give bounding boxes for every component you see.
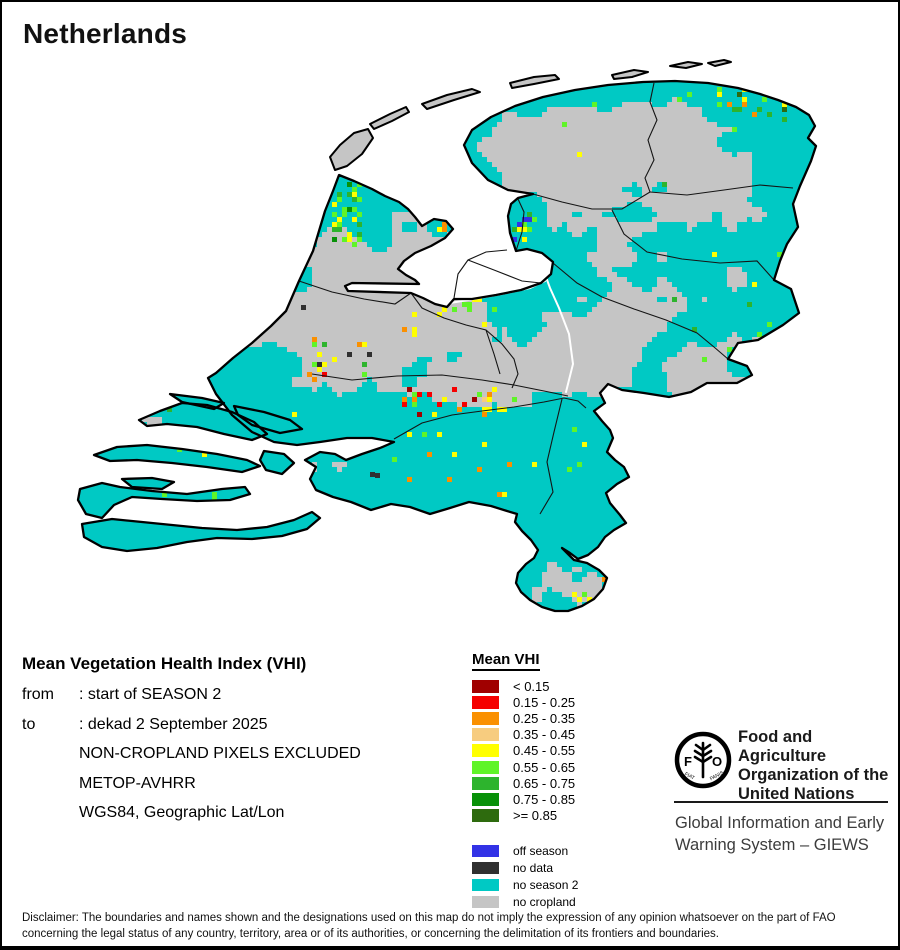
vhi-raster-layer — [78, 81, 816, 611]
legend-row: no season 2 — [472, 877, 662, 894]
legend-label: 0.75 - 0.85 — [513, 791, 576, 807]
legend-swatch — [472, 845, 499, 858]
page-title: Netherlands — [23, 18, 188, 49]
legend-label: < 0.15 — [513, 678, 550, 694]
legend-row: no data — [472, 860, 662, 877]
disclaimer-line: Disclaimer: The boundaries and names sho… — [22, 912, 836, 924]
legend-label: 0.35 - 0.45 — [513, 727, 576, 743]
giews-name: Global Information and Early Warning Sys… — [675, 812, 884, 856]
legend-swatch — [472, 679, 499, 693]
legend-label: no cropland — [513, 895, 576, 910]
legend-label: 0.25 - 0.35 — [513, 710, 576, 726]
vhi-legend-rows: < 0.15 0.15 - 0.25 0.25 - 0.35 0.35 - 0.45 0… — [472, 678, 662, 824]
info-block: Mean Vegetation Health Index (VHI) from:… — [22, 654, 452, 834]
legend-swatch — [472, 695, 499, 709]
org-name: Food and Agriculture Organization of the… — [738, 728, 890, 804]
legend-row: no cropland — [472, 894, 662, 911]
legend-swatch — [472, 776, 499, 790]
legend-label: no data — [513, 861, 554, 876]
status-legend-rows: off season no data no season 2 no cropland — [472, 843, 662, 911]
province-borders — [298, 82, 794, 515]
disclaimer: Disclaimer: The boundaries and names sho… — [22, 910, 884, 942]
info-line: NON-CROPLAND PIXELS EXCLUDED — [22, 745, 452, 763]
legend-row: 0.45 - 0.55 — [472, 743, 662, 759]
info-line-label: to — [22, 715, 36, 733]
legend-swatch — [472, 711, 499, 725]
legend-label: no season 2 — [513, 878, 579, 893]
info-heading: Mean Vegetation Health Index (VHI) — [22, 654, 307, 673]
legend-label: >= 0.85 — [513, 808, 558, 824]
legend-row: 0.15 - 0.25 — [472, 694, 662, 710]
logo-motto-fiat: FIAT — [683, 771, 695, 781]
info-lines: from : start of SEASON 2 to : dekad 2 Septe… — [22, 686, 452, 822]
legend-title: Mean VHI — [472, 651, 540, 671]
fao-logo-icon: F O FIAT PANIS — [674, 731, 732, 789]
legend-row: 0.55 - 0.65 — [472, 759, 662, 775]
legend-label: off season — [513, 844, 569, 859]
legend-label: 0.15 - 0.25 — [513, 694, 576, 710]
brand-divider — [674, 801, 888, 803]
legend-swatch — [472, 862, 499, 875]
logo-letter-f: F — [684, 754, 692, 769]
info-line-value: METOP-AVHRR — [79, 774, 196, 792]
legend-label: 0.55 - 0.65 — [513, 759, 576, 775]
logo-letter-o: O — [712, 754, 722, 769]
info-line-value: : dekad 2 September 2025 — [79, 715, 268, 733]
legend-label: 0.45 - 0.55 — [513, 743, 576, 759]
legend-swatch — [472, 760, 499, 774]
info-line-value: WGS84, Geographic Lat/Lon — [79, 804, 285, 821]
disclaimer-line: concerning the legal status of any count… — [22, 928, 719, 940]
info-line: from : start of SEASON 2 — [22, 686, 452, 704]
legend-swatch — [472, 809, 499, 823]
info-line: WGS84, Geographic Lat/Lon — [22, 804, 452, 822]
legend-row: 0.65 - 0.75 — [472, 775, 662, 791]
legend-swatch — [472, 744, 499, 758]
legend-swatch — [472, 896, 499, 909]
info-line: METOP-AVHRR — [22, 775, 452, 793]
legend-swatch — [472, 728, 499, 742]
legend-row: 0.75 - 0.85 — [472, 791, 662, 807]
legend-row: 0.25 - 0.35 — [472, 710, 662, 726]
info-line-label: from — [22, 686, 54, 703]
legend-row: off season — [472, 843, 662, 860]
legend-row: >= 0.85 — [472, 808, 662, 824]
giews-line: Warning System – GIEWS — [675, 836, 869, 854]
giews-line: Global Information and Early — [675, 814, 885, 832]
legend-label: 0.65 - 0.75 — [513, 775, 576, 791]
info-line: to : dekad 2 September 2025 — [22, 716, 452, 734]
country-outline — [76, 79, 818, 613]
wadden-islands — [329, 59, 732, 171]
info-line-value: : start of SEASON 2 — [79, 686, 222, 703]
legend-row: 0.35 - 0.45 — [472, 727, 662, 743]
legend-swatch — [472, 879, 499, 892]
org-name-line: United Nations — [738, 785, 855, 803]
org-name-line: Food and Agriculture — [738, 728, 827, 765]
info-line-value: NON-CROPLAND PIXELS EXCLUDED — [79, 745, 361, 762]
legend-row: < 0.15 — [472, 678, 662, 694]
vhi-legend: Mean VHI < 0.15 0.15 - 0.25 0.25 - 0.35 0.3… — [472, 651, 662, 911]
org-name-line: Organization of the — [738, 766, 889, 784]
netherlands-map — [76, 59, 818, 613]
legend-swatch — [472, 792, 499, 806]
